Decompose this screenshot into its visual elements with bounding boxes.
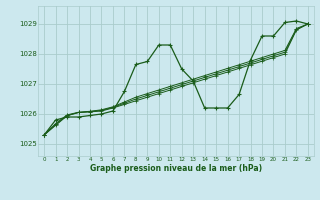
X-axis label: Graphe pression niveau de la mer (hPa): Graphe pression niveau de la mer (hPa) [90, 164, 262, 173]
